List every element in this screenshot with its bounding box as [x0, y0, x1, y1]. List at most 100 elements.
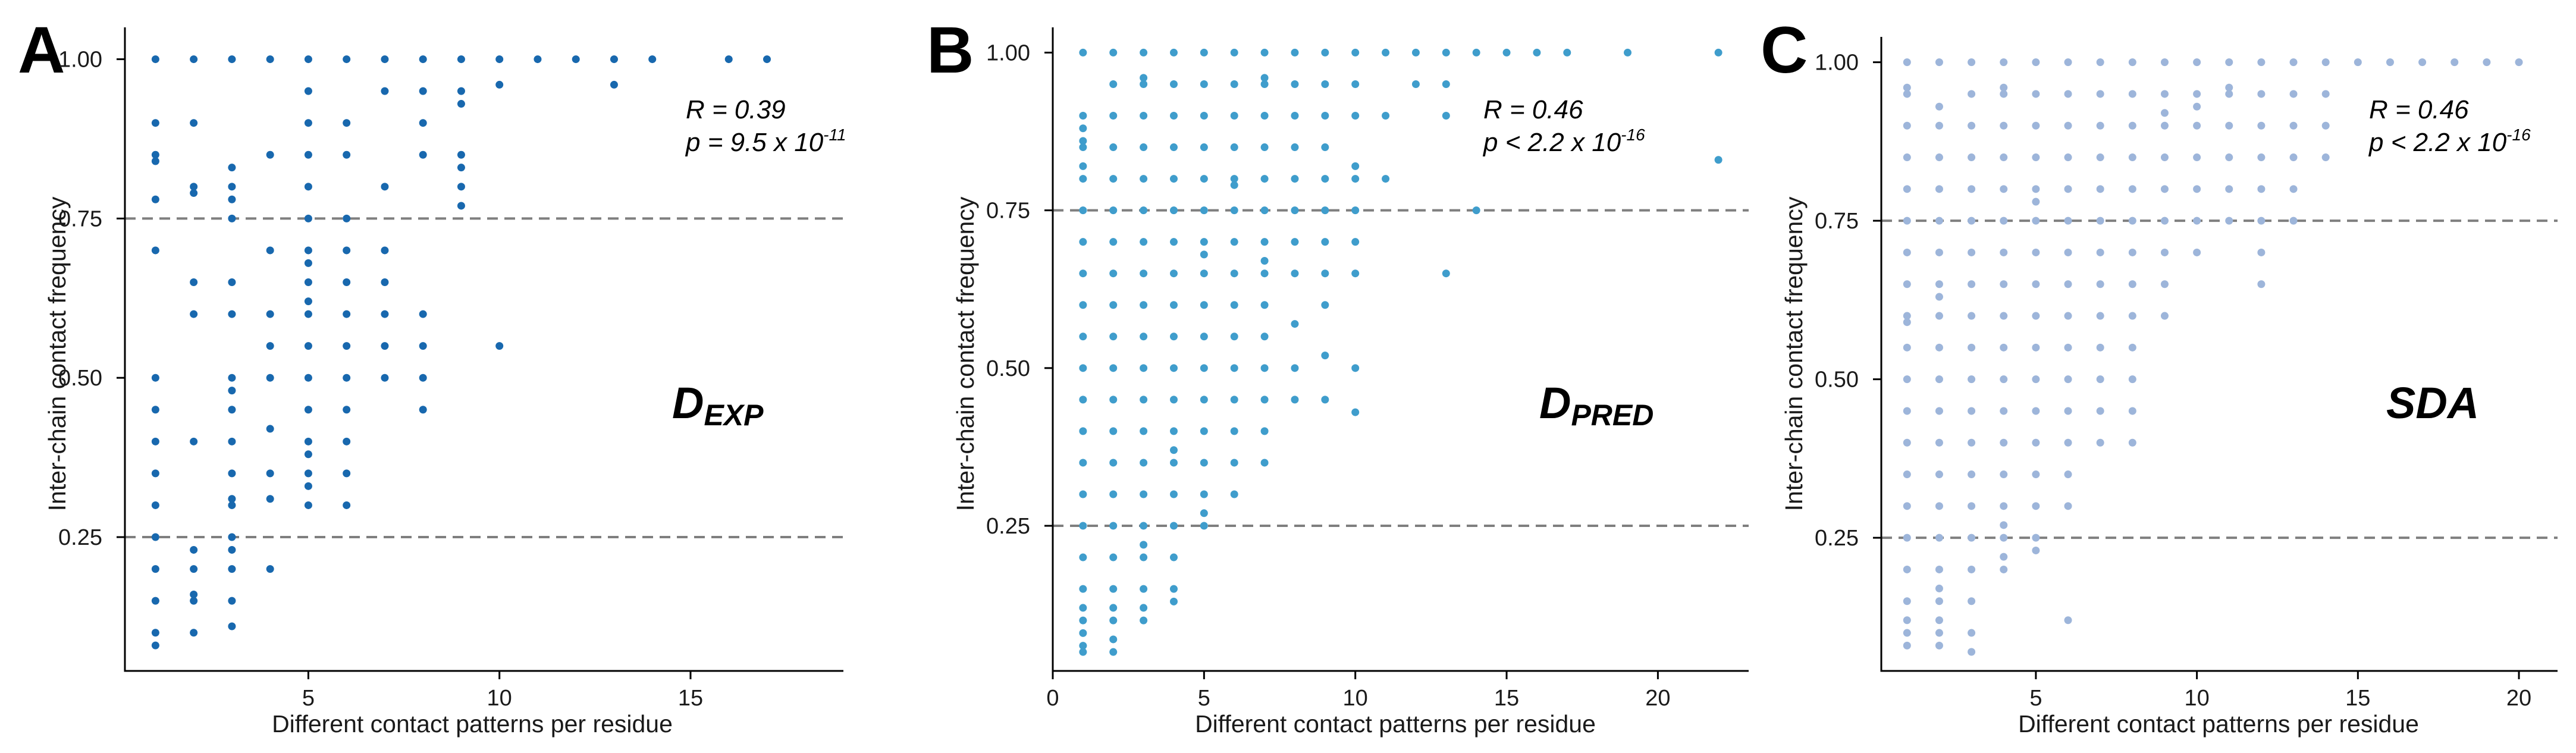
- data-point: [1442, 48, 1450, 57]
- data-point: [343, 246, 351, 255]
- data-point: [2515, 58, 2523, 67]
- data-point: [1442, 112, 1450, 120]
- data-point: [2000, 534, 2008, 542]
- data-point: [1079, 459, 1087, 467]
- data-point: [1714, 156, 1722, 164]
- data-point: [2096, 280, 2104, 288]
- data-point: [1968, 90, 1976, 98]
- data-point: [1200, 364, 1208, 372]
- data-point: [1140, 112, 1148, 120]
- data-point: [1230, 459, 1238, 467]
- data-point: [1260, 364, 1269, 372]
- data-point: [151, 565, 159, 573]
- data-point: [1169, 364, 1178, 372]
- data-point: [1472, 48, 1480, 57]
- data-point: [2096, 217, 2104, 225]
- data-point: [343, 374, 351, 382]
- data-point: [1140, 301, 1148, 309]
- data-point: [1079, 162, 1087, 170]
- data-point: [457, 164, 465, 172]
- data-point: [266, 55, 274, 64]
- data-point: [2032, 502, 2040, 510]
- data-point: [1200, 206, 1208, 215]
- panel-letter-c: C: [1761, 14, 1808, 87]
- data-point: [304, 374, 312, 382]
- data-point: [1079, 124, 1087, 133]
- data-point: [1903, 375, 1911, 384]
- data-point: [304, 501, 312, 509]
- data-point: [228, 406, 236, 414]
- data-point: [2128, 375, 2136, 384]
- data-point: [2257, 185, 2266, 193]
- data-point: [1291, 48, 1299, 57]
- data-point: [1968, 629, 1976, 637]
- data-point: [2289, 217, 2298, 225]
- data-point: [2128, 121, 2136, 130]
- data-point: [2096, 185, 2104, 193]
- data-point: [1903, 121, 1911, 130]
- data-point: [151, 469, 159, 478]
- data-point: [1200, 522, 1208, 530]
- data-point: [2128, 90, 2136, 98]
- data-point: [1109, 48, 1118, 57]
- data-point: [1935, 280, 1943, 288]
- data-point: [1079, 648, 1087, 656]
- data-point: [2128, 312, 2136, 320]
- data-point: [1200, 269, 1208, 278]
- data-point: [2096, 153, 2104, 162]
- data-point: [1935, 470, 1943, 479]
- data-point: [2000, 185, 2008, 193]
- data-point: [1200, 80, 1208, 88]
- data-point: [228, 501, 236, 509]
- data-point: [1169, 427, 1178, 435]
- data-point: [151, 533, 159, 541]
- data-point: [304, 450, 312, 459]
- data-point: [2000, 553, 2008, 561]
- data-point: [228, 597, 236, 605]
- data-point: [190, 597, 198, 605]
- data-point: [1291, 112, 1299, 120]
- data-point: [1935, 102, 1943, 111]
- data-point: [1079, 522, 1087, 530]
- x-tick-label-a-1: 10: [487, 686, 512, 711]
- data-point: [1200, 112, 1208, 120]
- data-point: [1382, 48, 1390, 57]
- data-point: [1291, 143, 1299, 152]
- data-point: [1935, 293, 1943, 301]
- data-point: [151, 246, 159, 255]
- data-point: [1200, 490, 1208, 498]
- data-point: [1169, 446, 1178, 454]
- data-point: [2032, 375, 2040, 384]
- data-point: [1472, 206, 1480, 215]
- data-point: [1968, 248, 1976, 256]
- stat-p-exp-c: -16: [2506, 126, 2531, 144]
- data-point: [1230, 143, 1238, 152]
- data-point: [1260, 48, 1269, 57]
- stat-p-main-b: p < 2.2 x 10: [1482, 128, 1621, 157]
- data-point: [151, 597, 159, 605]
- data-point: [2160, 217, 2169, 225]
- data-point: [2128, 217, 2136, 225]
- data-point: [1169, 238, 1178, 246]
- data-point: [1109, 206, 1118, 215]
- data-point: [2128, 248, 2136, 256]
- data-point: [1291, 238, 1299, 246]
- data-point: [2000, 470, 2008, 479]
- data-point: [1291, 396, 1299, 404]
- data-point: [381, 55, 389, 64]
- data-point: [1351, 112, 1360, 120]
- data-point: [2257, 90, 2266, 98]
- data-point: [1935, 185, 1943, 193]
- data-point: [1903, 153, 1911, 162]
- method-label-a: DEXP: [672, 378, 764, 432]
- data-point: [228, 55, 236, 64]
- data-point: [151, 501, 159, 509]
- data-point: [1624, 48, 1632, 57]
- data-point: [2321, 90, 2330, 98]
- data-point: [1935, 217, 1943, 225]
- data-point: [1109, 396, 1118, 404]
- data-point: [2000, 438, 2008, 447]
- data-point: [1230, 80, 1238, 88]
- data-point: [190, 565, 198, 573]
- data-point: [266, 469, 274, 478]
